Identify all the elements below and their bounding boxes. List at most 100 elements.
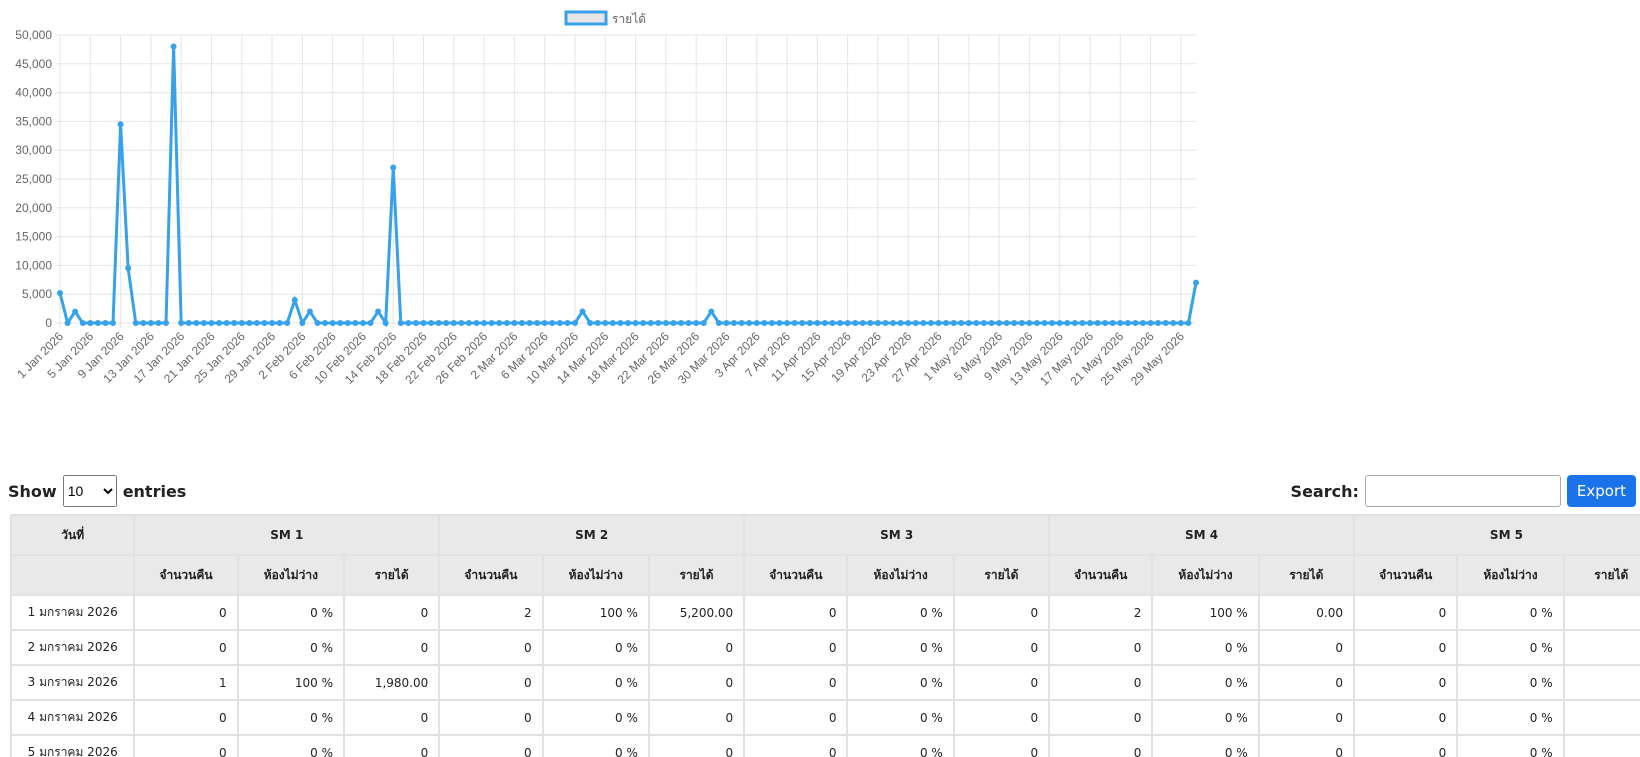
value-cell: 0 [743, 699, 849, 736]
point [723, 320, 730, 326]
value-cell: 0.00 [1257, 594, 1355, 631]
point [488, 320, 495, 326]
y-tick-label: 35,000 [15, 114, 52, 128]
value-cell: 0 [438, 734, 544, 757]
point [867, 320, 874, 326]
group-header: SM 5 [1352, 514, 1640, 556]
data-table: วันที่ SM 1 SM 2 SM 3 SM 4 SM 5 จำนวนคืน ห้องไม… [10, 514, 1640, 757]
search-input[interactable] [1364, 475, 1561, 507]
point [443, 320, 450, 326]
point [269, 320, 276, 326]
value-cell: 0 [1257, 734, 1355, 757]
point [602, 320, 609, 326]
group-header: SM 4 [1048, 514, 1355, 556]
value-cell: 0 % [541, 629, 650, 666]
point [632, 320, 639, 326]
point [594, 320, 601, 326]
point [912, 320, 919, 326]
y-tick-label: 40,000 [15, 86, 52, 100]
point [950, 320, 957, 326]
date-cell: 5 มกราคม 2026 [10, 734, 136, 757]
point [1003, 320, 1010, 326]
value-cell: 0 [1352, 594, 1459, 631]
point [246, 320, 253, 326]
value-cell: 0 [1352, 629, 1459, 666]
value-cell: 100 % [1151, 594, 1260, 631]
point [253, 320, 260, 326]
point [996, 320, 1003, 326]
point [556, 320, 563, 326]
point [1086, 320, 1093, 326]
value-cell: 0 [647, 699, 746, 736]
search-label: Search: [1290, 481, 1359, 501]
point [1170, 320, 1177, 326]
subheader: รายได้ [1562, 554, 1640, 596]
value-cell: 0 % [1456, 734, 1565, 757]
point [1162, 320, 1169, 326]
value-cell: 0 % [846, 664, 955, 701]
point [988, 320, 995, 326]
y-tick-label: 45,000 [15, 57, 52, 71]
point [473, 320, 480, 326]
point [1049, 320, 1056, 326]
point [450, 320, 457, 326]
subheader-row: จำนวนคืน ห้องไม่ว่าง รายได้ จำนวนคืน ห้องไม่… [10, 554, 1640, 596]
point [700, 320, 707, 326]
point [814, 320, 821, 326]
value-cell: 0 [1048, 734, 1154, 757]
point [708, 308, 715, 315]
value-cell: 0 [647, 664, 746, 701]
point [1193, 279, 1199, 286]
show-label: Show [8, 481, 57, 501]
value-cell: 0 [133, 699, 239, 736]
date-cell: 4 มกราคม 2026 [10, 699, 136, 736]
point [647, 320, 654, 326]
point [806, 320, 813, 326]
subheader: รายได้ [342, 554, 441, 596]
point [375, 308, 382, 315]
point [731, 320, 738, 326]
point [503, 320, 510, 326]
value-cell: 0 [1257, 629, 1355, 666]
point [397, 320, 404, 326]
subheader: รายได้ [952, 554, 1051, 596]
value-cell: 0 [743, 594, 849, 631]
subheader: ห้องไม่ว่าง [541, 554, 650, 596]
point [193, 320, 200, 326]
point [958, 320, 965, 326]
point [465, 320, 472, 326]
value-cell: 0 [952, 734, 1051, 757]
value-cell: 0 [133, 629, 239, 666]
point [882, 320, 889, 326]
subheader: จำนวนคืน [1048, 554, 1154, 596]
export-button[interactable]: Export [1566, 475, 1636, 507]
point [147, 320, 154, 326]
point [980, 320, 987, 326]
point [299, 320, 306, 326]
y-tick-label: 10,000 [15, 258, 52, 272]
point [534, 320, 541, 326]
subheader: ห้องไม่ว่าง [846, 554, 955, 596]
value-cell: 0 [743, 664, 849, 701]
point [329, 320, 336, 326]
point [738, 320, 745, 326]
point [662, 320, 669, 326]
value-cell: 0 [342, 699, 441, 736]
page-size-select[interactable]: 10 [62, 475, 117, 507]
point [79, 320, 86, 326]
subheader: จำนวนคืน [743, 554, 849, 596]
value-cell: 0 % [236, 629, 345, 666]
y-tick-label: 15,000 [15, 230, 52, 244]
point [382, 320, 389, 326]
point [1026, 320, 1033, 326]
subheader: จำนวนคืน [1352, 554, 1459, 596]
value-cell: 0 % [1151, 734, 1260, 757]
value-cell: 0 [647, 734, 746, 757]
point [761, 320, 768, 326]
point [170, 43, 177, 50]
point [1132, 320, 1139, 326]
value-cell: 2 [438, 594, 544, 631]
